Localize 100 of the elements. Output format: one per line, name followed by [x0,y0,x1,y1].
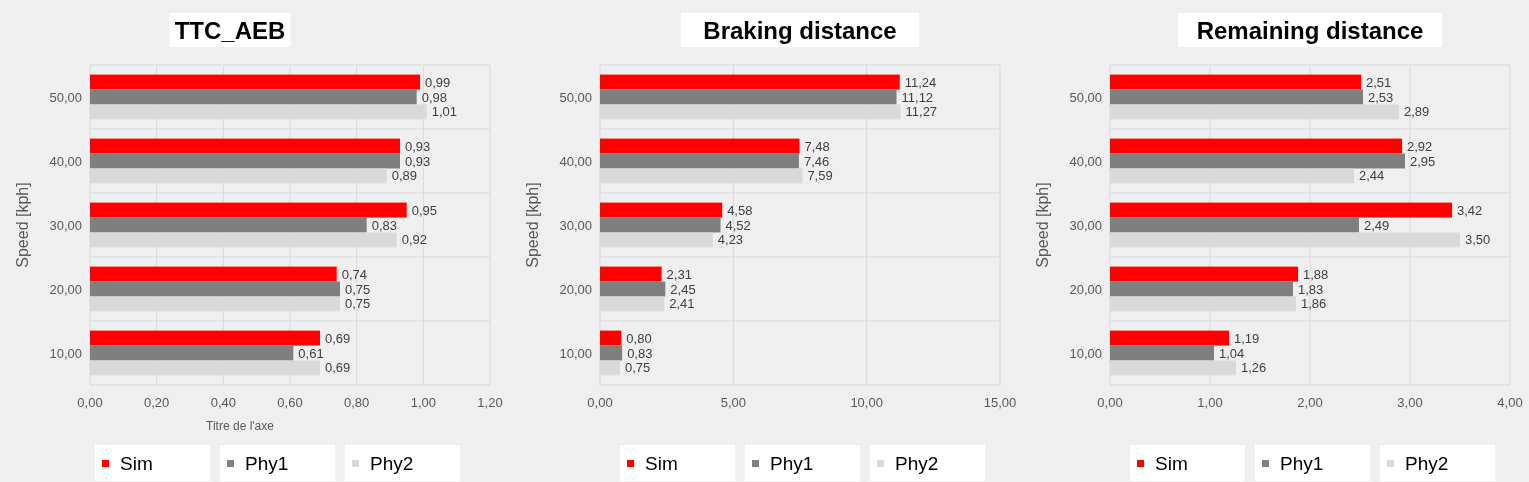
data-label: 0,80 [626,330,652,346]
y-tick-label: 20,00 [49,281,82,297]
data-label: 3,42 [1457,202,1483,218]
chart-title: Braking distance [703,17,897,44]
data-label: 2,45 [670,281,696,297]
y-tick-label: 10,00 [559,345,592,361]
bar [90,330,320,346]
data-label: 2,41 [669,296,695,312]
x-tick-label: 0,00 [587,395,613,410]
data-label: 2,49 [1364,217,1390,233]
x-tick-label: 0,20 [144,395,170,410]
y-tick-label: 50,00 [559,89,592,105]
data-label: 2,53 [1368,89,1394,105]
x-tick-label: 2,00 [1297,395,1323,410]
x-tick-label: 1,00 [1197,395,1223,410]
x-tick-label: 10,00 [850,395,883,410]
x-tick-label: 0,80 [344,395,370,410]
chart-title: TTC_AEB [174,17,286,44]
data-label: 0,93 [405,153,431,169]
bar [90,89,417,105]
bar [90,281,340,297]
y-tick-label: 30,00 [559,217,592,233]
x-tick-label: 0,00 [1097,395,1123,410]
data-label: 0,75 [345,296,371,312]
bar [1110,330,1229,346]
y-tick-label: 40,00 [1069,153,1102,169]
data-label: 2,31 [666,266,692,282]
bar [1110,74,1361,90]
y-tick-label: 20,00 [559,281,592,297]
x-tick-label: 15,00 [983,395,1017,410]
legend-label: Phy1 [1280,453,1324,474]
data-label: 7,59 [807,168,833,184]
y-axis-title: Speed [kph] [1034,182,1051,268]
bar [1110,281,1293,297]
x-tick-label: 0,60 [277,395,303,410]
data-label: 11,27 [905,104,938,120]
data-label: 1,88 [1303,266,1329,282]
data-label: 0,61 [298,345,324,361]
x-tick-label: 4,00 [1497,395,1523,410]
data-label: 0,83 [371,217,397,233]
data-label: 0,75 [345,281,371,297]
y-tick-label: 40,00 [559,153,592,169]
bar [600,74,900,90]
bar [90,345,294,361]
y-axis-title: Speed [kph] [524,182,541,268]
bar [600,89,897,105]
y-tick-label: 50,00 [1069,89,1102,105]
bar [600,217,721,233]
bar [1110,89,1363,105]
y-tick-label: 10,00 [49,345,82,361]
data-label: 2,51 [1366,74,1392,90]
data-label: 3,50 [1465,232,1491,248]
data-label: 7,46 [803,153,830,169]
data-label: 4,58 [727,202,753,218]
bar [600,202,723,218]
data-label: 0,69 [325,330,351,346]
y-tick-label: 20,00 [1069,281,1102,297]
data-label: 1,19 [1234,330,1260,346]
y-tick-label: 30,00 [49,217,82,233]
bar [90,153,400,169]
x-tick-label: 1,00 [410,395,436,410]
legend-label: Phy2 [895,453,939,474]
x-tick-label: 3,00 [1397,395,1423,410]
data-label: 0,92 [401,232,427,248]
data-label: 4,52 [725,217,751,233]
data-label: 1,04 [1219,345,1245,361]
data-label: 0,99 [425,74,451,90]
x-tick-label: 0,40 [210,395,236,410]
legend-label: Phy2 [1405,453,1449,474]
legend-label: Sim [645,453,678,474]
bar [600,153,799,169]
bar [1110,202,1452,218]
bar [90,217,367,233]
data-label: 11,24 [904,74,937,90]
legend-label: Phy2 [370,453,414,474]
bar [600,266,662,282]
data-label: 2,44 [1359,168,1385,184]
data-label: 0,98 [421,89,447,105]
bar [90,202,407,218]
data-label: 2,92 [1407,138,1433,154]
bar [1110,217,1359,233]
data-label: 0,75 [625,360,651,376]
x-tick-label: 5,00 [720,395,746,410]
bar [90,266,337,282]
bar [1110,266,1298,282]
data-label: 2,95 [1410,153,1436,169]
bar [1110,345,1214,361]
data-label: 0,95 [411,202,437,218]
bar [90,74,420,90]
data-label: 2,89 [1404,104,1430,120]
data-label: 0,89 [391,168,417,184]
data-label: 1,01 [431,104,457,120]
bar [600,138,800,154]
data-label: 1,26 [1241,360,1267,376]
legend-label: Sim [1155,453,1188,474]
bar [600,345,623,361]
data-label: 11,12 [901,89,934,105]
bar [600,330,622,346]
legend-label: Phy1 [770,453,814,474]
legend-label: Phy1 [245,453,289,474]
